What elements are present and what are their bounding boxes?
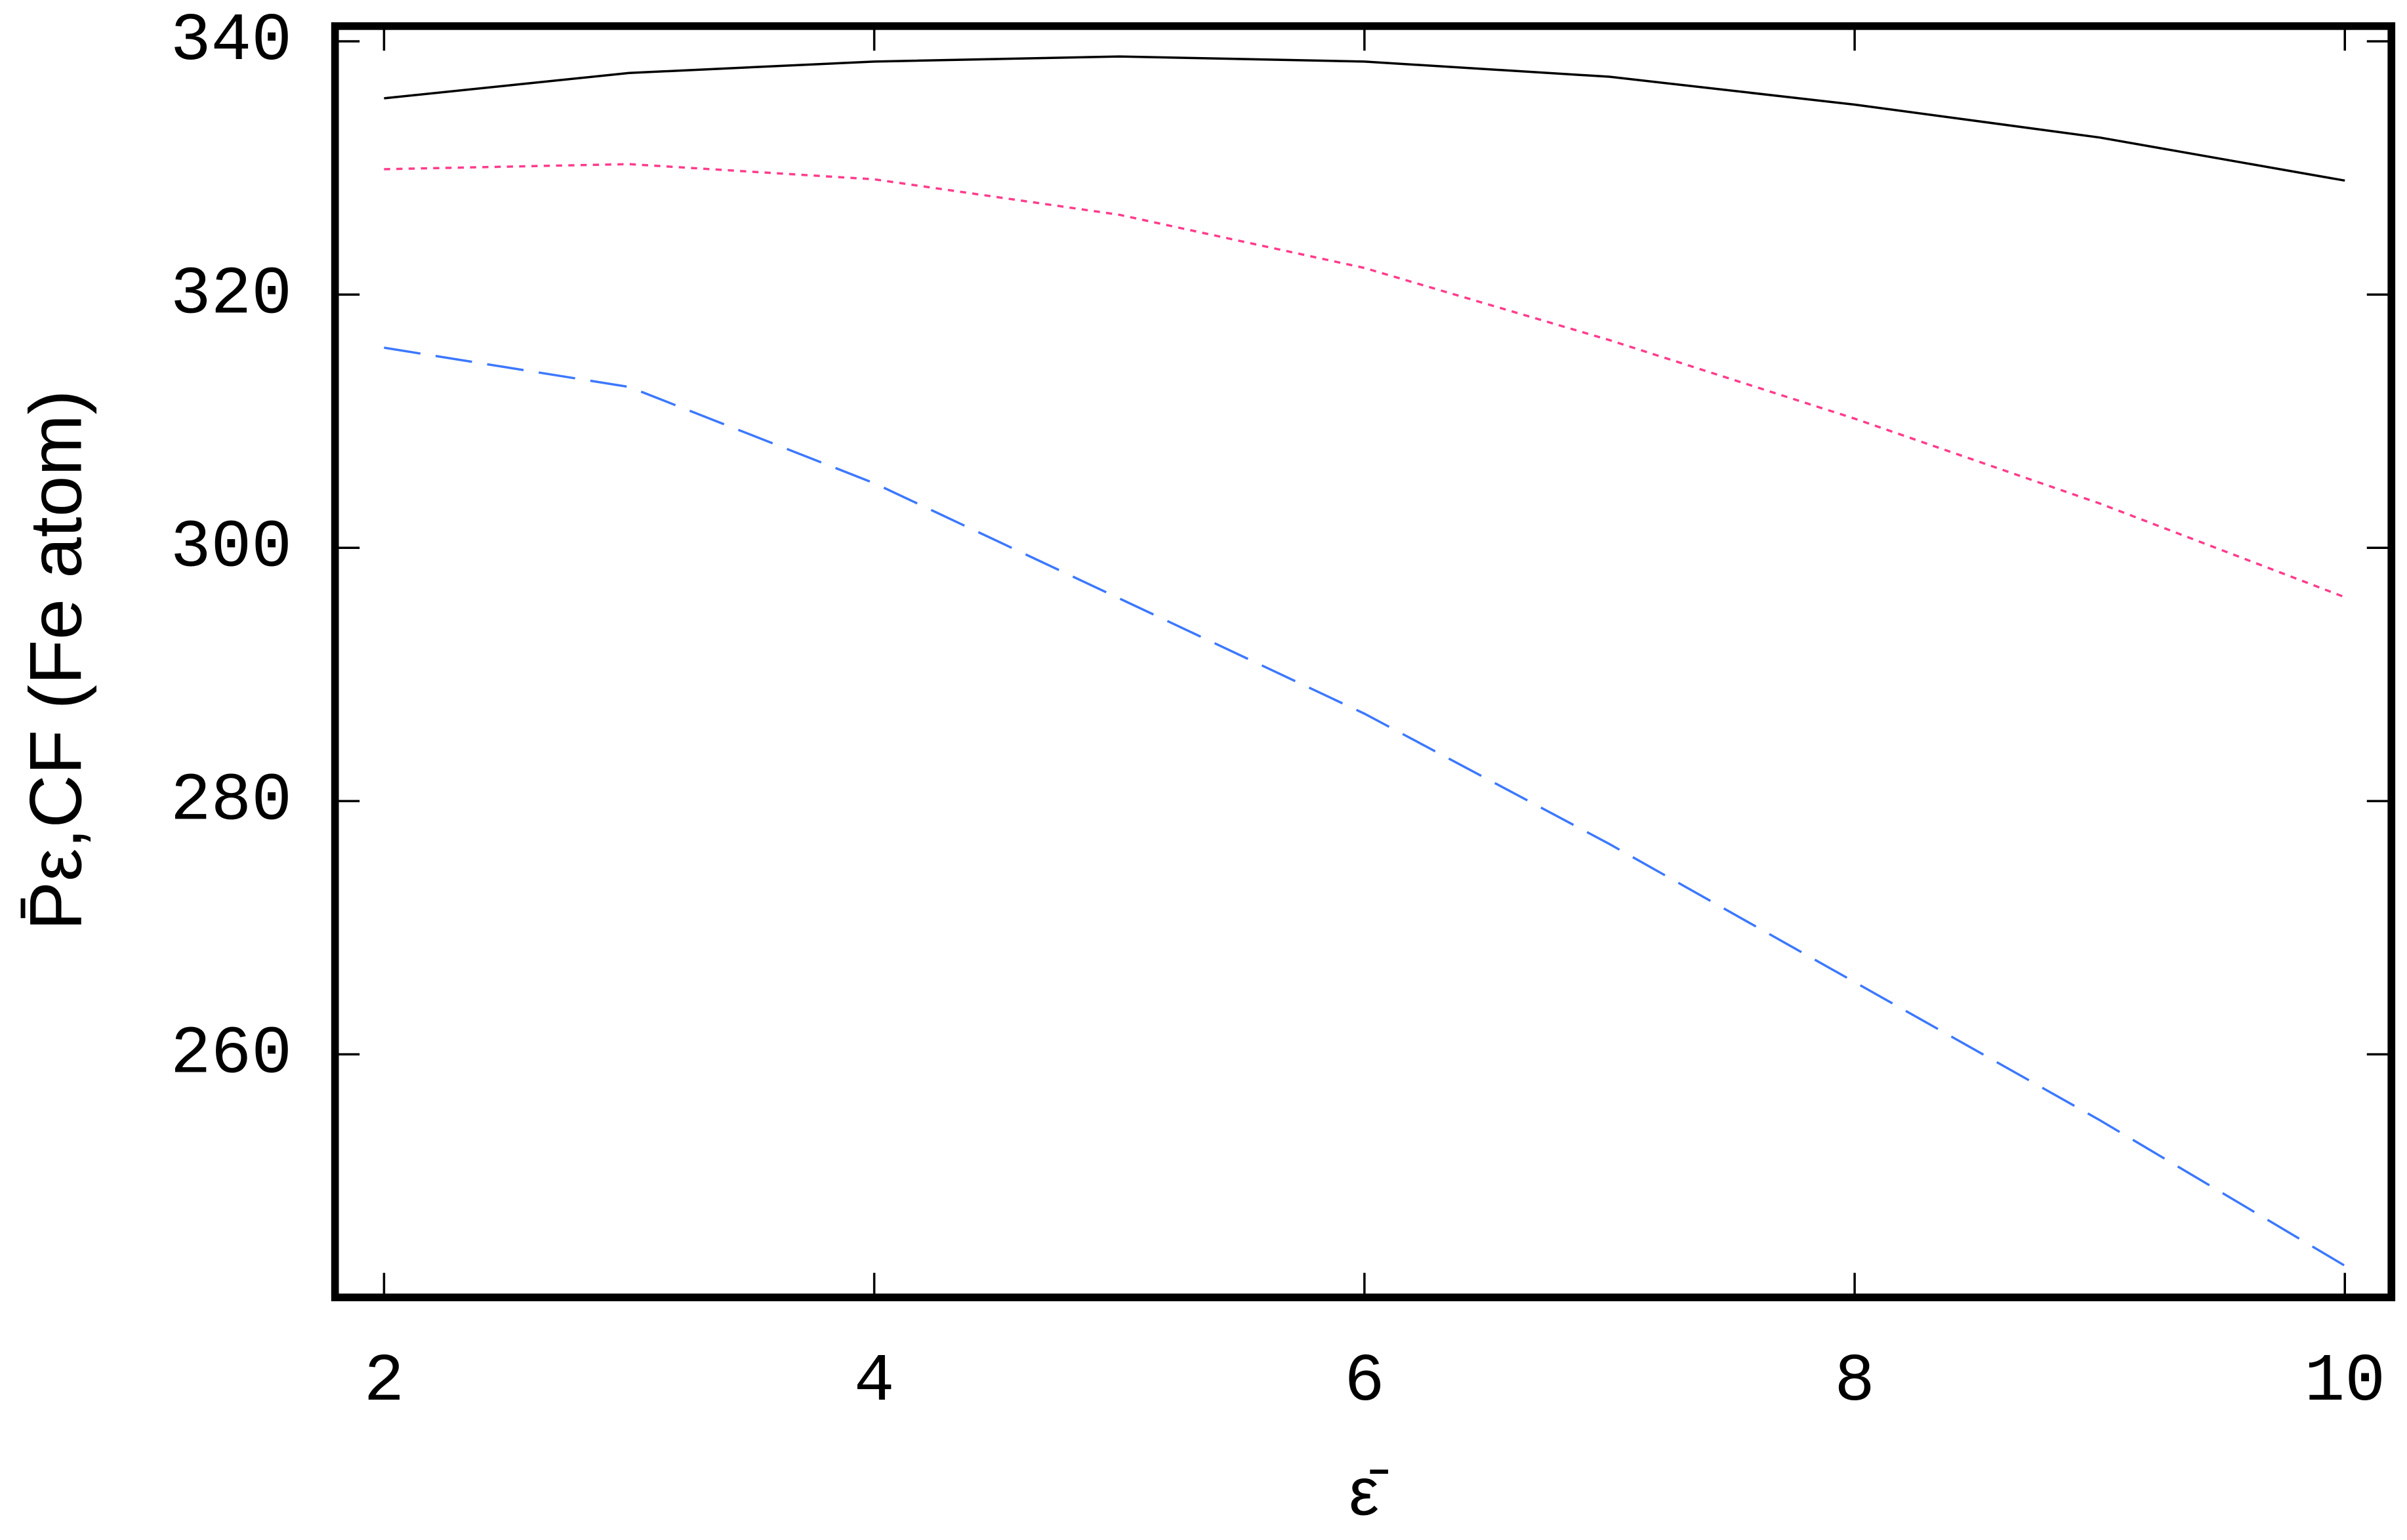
y-tick-label: 300 (171, 509, 292, 586)
y-tick-label: 340 (171, 3, 292, 79)
series-line (384, 55, 2345, 182)
y-tick-label: 280 (171, 763, 292, 840)
y-tick-label: 320 (171, 256, 292, 333)
series-line (384, 163, 2345, 599)
x-tick-label: 10 (2304, 1343, 2385, 1420)
x-tick-label: 8 (1834, 1343, 1875, 1420)
series-line (384, 346, 2346, 1267)
y-axis-label: P̄ε,CF (Fe atom) (14, 390, 97, 931)
x-tick-label: 4 (854, 1343, 895, 1420)
plot-frame (331, 22, 2396, 1301)
y-tick-label: 260 (171, 1016, 292, 1093)
x-tick-label: 2 (363, 1343, 404, 1420)
x-tick-label: 6 (1344, 1343, 1385, 1420)
